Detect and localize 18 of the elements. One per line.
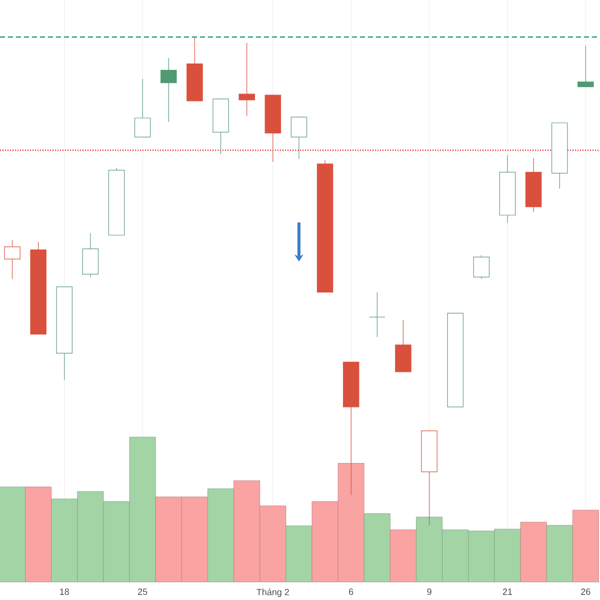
x-tick-label: 26 [581, 588, 590, 595]
x-tick-label: 18 [60, 588, 69, 595]
candlestick [160, 58, 177, 122]
candlestick [238, 42, 255, 116]
candlestick [578, 45, 594, 88]
candlestick [369, 292, 386, 338]
bar [546, 524, 573, 582]
candlestick [290, 116, 308, 160]
x-tick-label: Tháng 2 [256, 588, 289, 598]
x-tick-label: 9 [427, 588, 432, 595]
bar [390, 530, 416, 582]
x-tick-label: 21 [502, 588, 512, 595]
x-tick-label: 6 [349, 588, 354, 595]
bar [364, 513, 390, 582]
candlestick [134, 78, 151, 138]
x-tick-label: 25 [138, 588, 148, 595]
candlestick [4, 240, 20, 280]
candlestick [473, 254, 490, 280]
